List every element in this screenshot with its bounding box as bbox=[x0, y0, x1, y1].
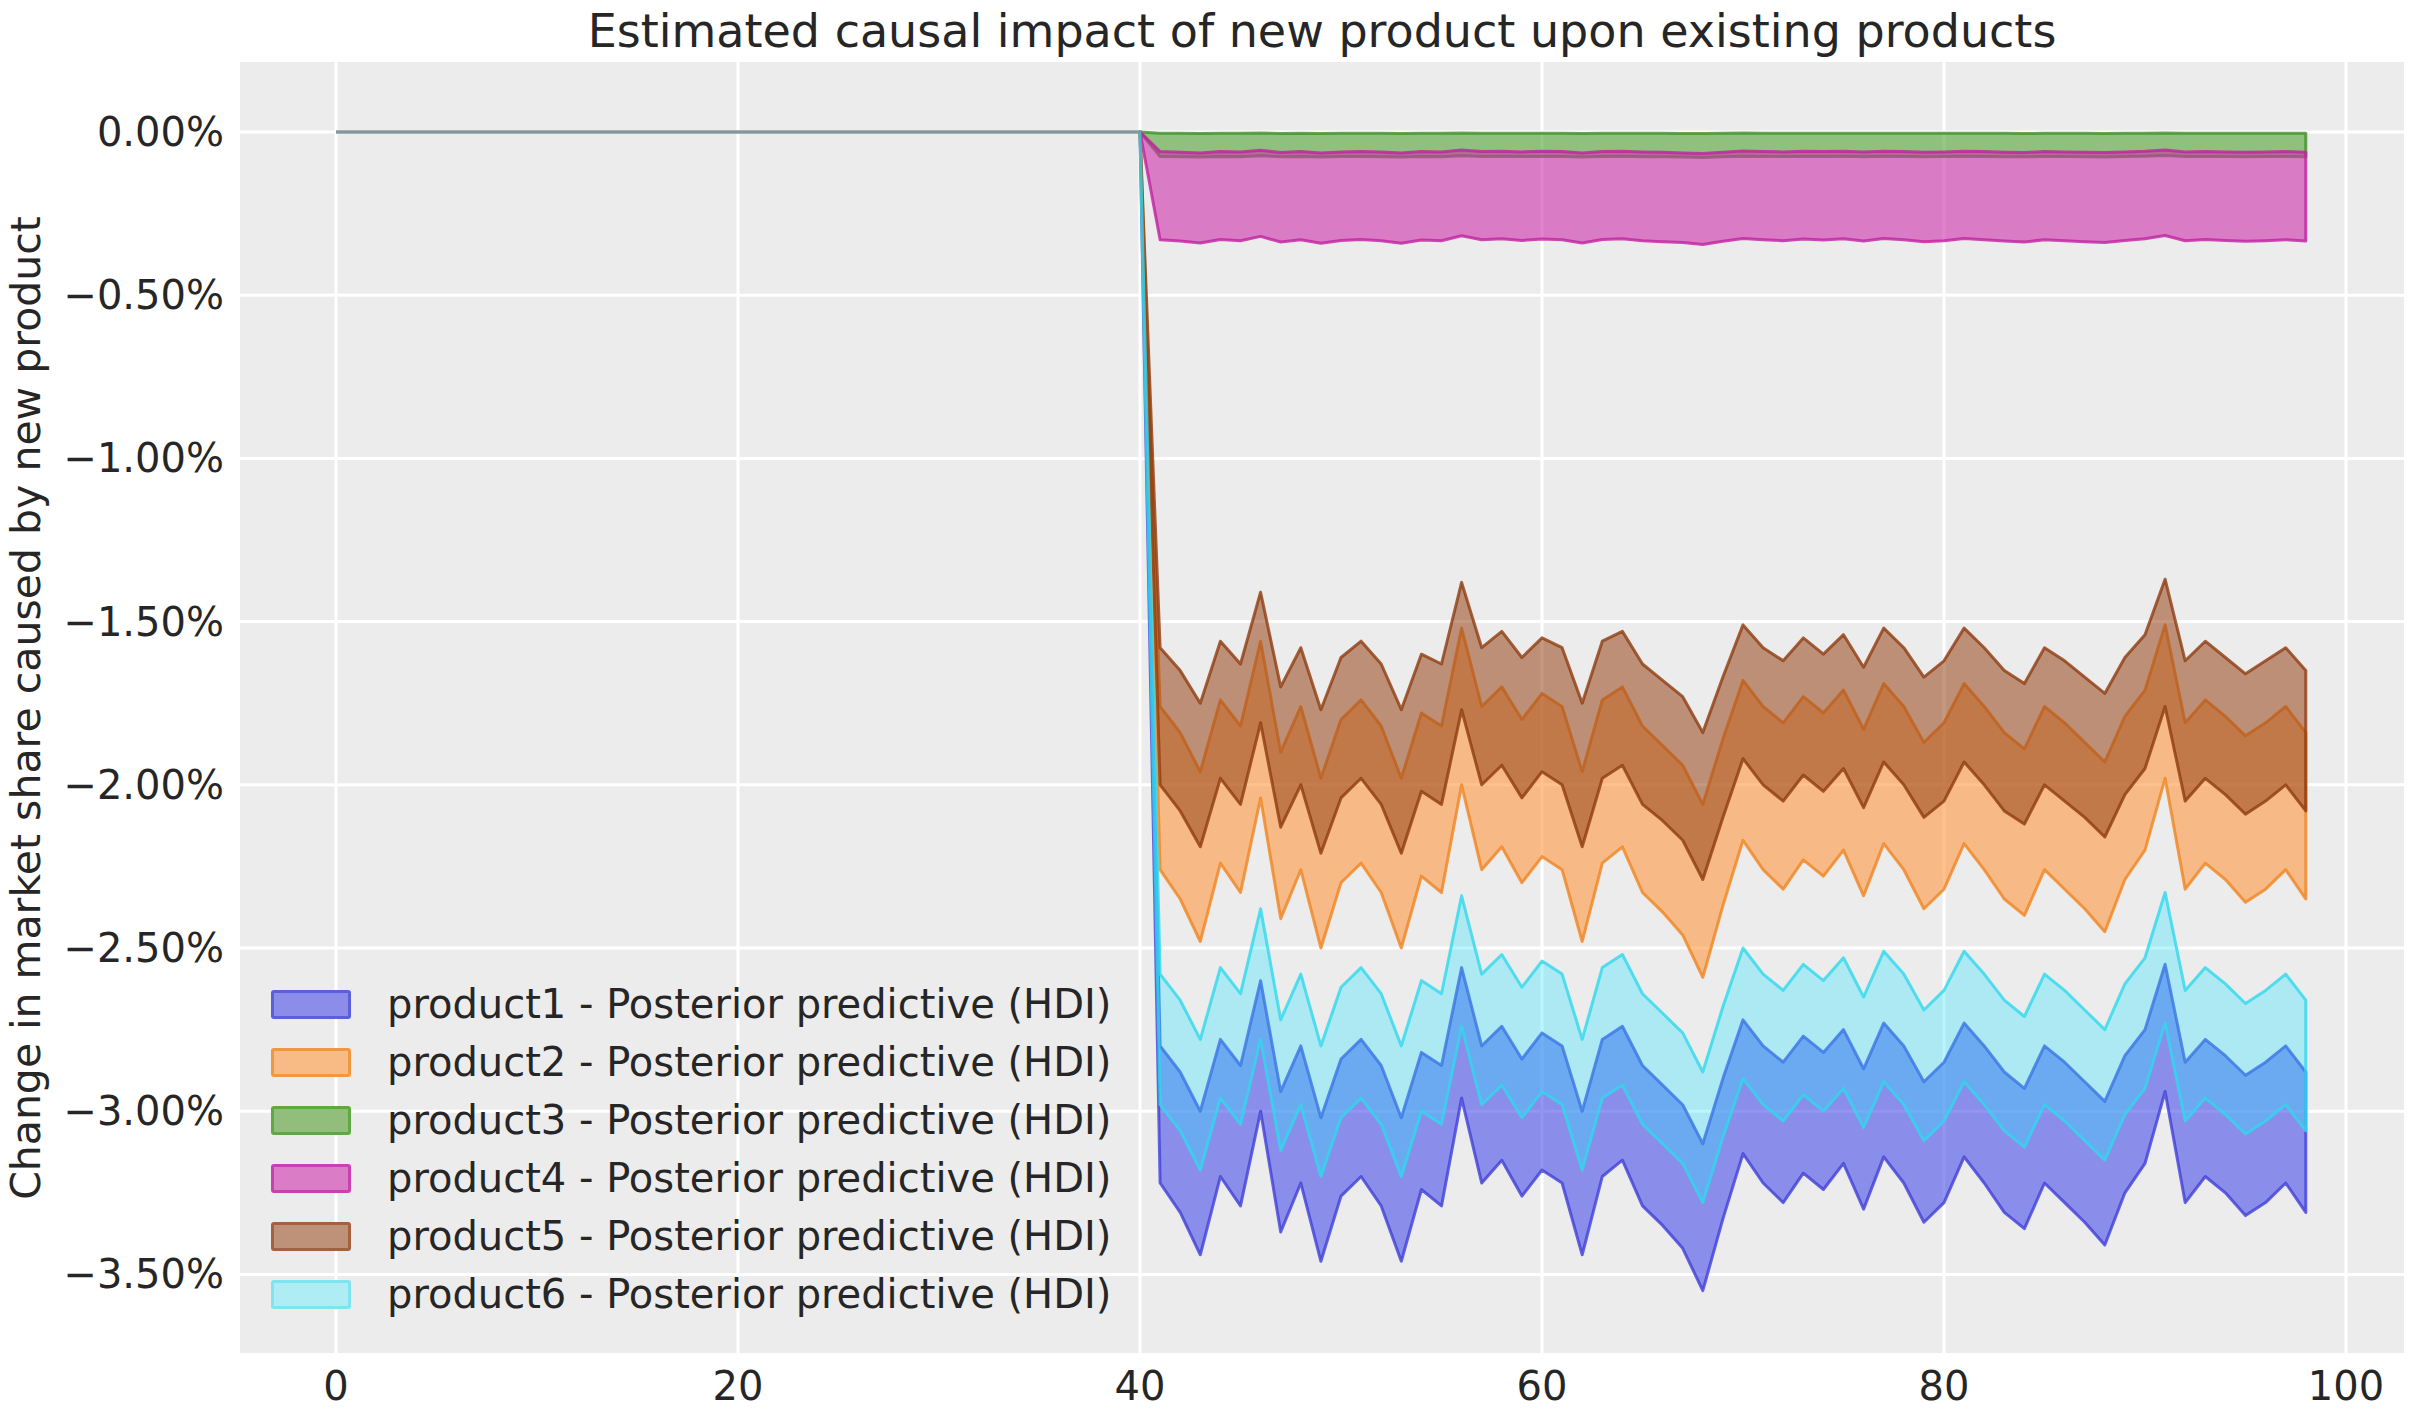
legend-label-product4: product4 - Posterior predictive (HDI) bbox=[387, 1158, 1111, 1198]
legend-swatch-product2 bbox=[271, 1048, 351, 1077]
y-tick-0.00%: 0.00% bbox=[97, 109, 224, 155]
legend-item-product3: product3 - Posterior predictive (HDI) bbox=[271, 1091, 1111, 1149]
legend-label-product3: product3 - Posterior predictive (HDI) bbox=[387, 1100, 1111, 1140]
legend-item-product6: product6 - Posterior predictive (HDI) bbox=[271, 1265, 1111, 1323]
legend: product1 - Posterior predictive (HDI) pro… bbox=[271, 975, 1111, 1323]
legend-swatch-product1 bbox=[271, 990, 351, 1019]
y-tick-−1.00%: −1.00% bbox=[63, 435, 224, 481]
y-tick-−2.50%: −2.50% bbox=[63, 925, 224, 971]
x-tick-20: 20 bbox=[713, 1363, 764, 1409]
legend-item-product1: product1 - Posterior predictive (HDI) bbox=[271, 975, 1111, 1033]
x-tick-60: 60 bbox=[1517, 1363, 1568, 1409]
chart-title: Estimated causal impact of new product u… bbox=[588, 4, 2057, 58]
legend-swatch-product3 bbox=[271, 1106, 351, 1135]
legend-label-product6: product6 - Posterior predictive (HDI) bbox=[387, 1274, 1111, 1314]
y-tick-labels: 0.00% −0.50% −1.00% −1.50% −2.00% −2.50% −3.00… bbox=[63, 109, 224, 1297]
legend-item-product4: product4 - Posterior predictive (HDI) bbox=[271, 1149, 1111, 1207]
y-tick-−3.00%: −3.00% bbox=[63, 1088, 224, 1134]
legend-swatch-product5 bbox=[271, 1222, 351, 1251]
x-tick-0: 0 bbox=[323, 1363, 348, 1409]
legend-swatch-product6 bbox=[271, 1280, 351, 1309]
legend-label-product5: product5 - Posterior predictive (HDI) bbox=[387, 1216, 1111, 1256]
legend-label-product2: product2 - Posterior predictive (HDI) bbox=[387, 1042, 1111, 1082]
x-tick-40: 40 bbox=[1115, 1363, 1166, 1409]
legend-item-product2: product2 - Posterior predictive (HDI) bbox=[271, 1033, 1111, 1091]
legend-label-product1: product1 - Posterior predictive (HDI) bbox=[387, 984, 1111, 1024]
y-axis-label: Change in market share caused by new pro… bbox=[2, 216, 50, 1200]
y-tick-−2.00%: −2.00% bbox=[63, 762, 224, 808]
legend-swatch-product4 bbox=[271, 1164, 351, 1193]
figure: 0 20 40 60 80 100 0.00% −0.50% −1.00% −1.50% −2.0… bbox=[0, 0, 2423, 1423]
x-tick-100: 100 bbox=[2308, 1363, 2384, 1409]
legend-item-product5: product5 - Posterior predictive (HDI) bbox=[271, 1207, 1111, 1265]
y-tick-−3.50%: −3.50% bbox=[63, 1251, 224, 1297]
y-tick-−0.50%: −0.50% bbox=[63, 272, 224, 318]
y-tick-−1.50%: −1.50% bbox=[63, 599, 224, 645]
x-tick-80: 80 bbox=[1919, 1363, 1970, 1409]
x-tick-labels: 0 20 40 60 80 100 bbox=[323, 1363, 2384, 1409]
